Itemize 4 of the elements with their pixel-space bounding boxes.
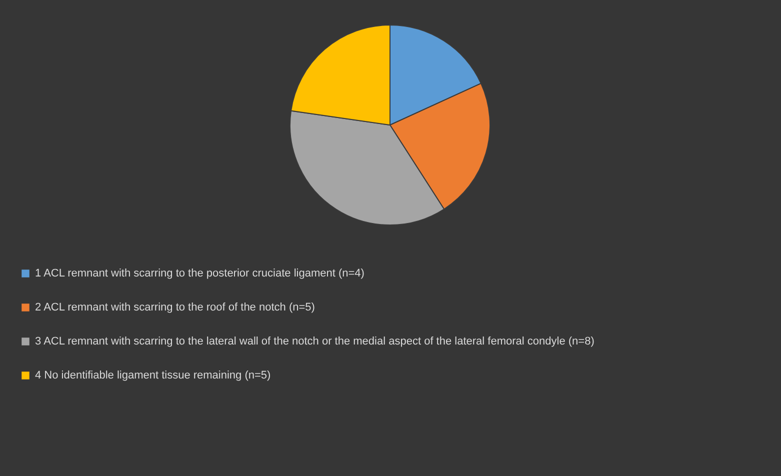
legend-label: 2 ACL remnant with scarring to the roof of the notch (n=5) — [35, 302, 315, 314]
legend-label: 4 No identifiable ligament tissue remaining (n=5) — [35, 370, 271, 382]
legend-label: 1 ACL remnant with scarring to the posterior cruciate ligament (n=4) — [35, 268, 364, 280]
legend-label: 3 ACL remnant with scarring to the lateral wall of the notch or the medial aspect of the lateral femoral condyle (n=8) — [35, 336, 594, 348]
